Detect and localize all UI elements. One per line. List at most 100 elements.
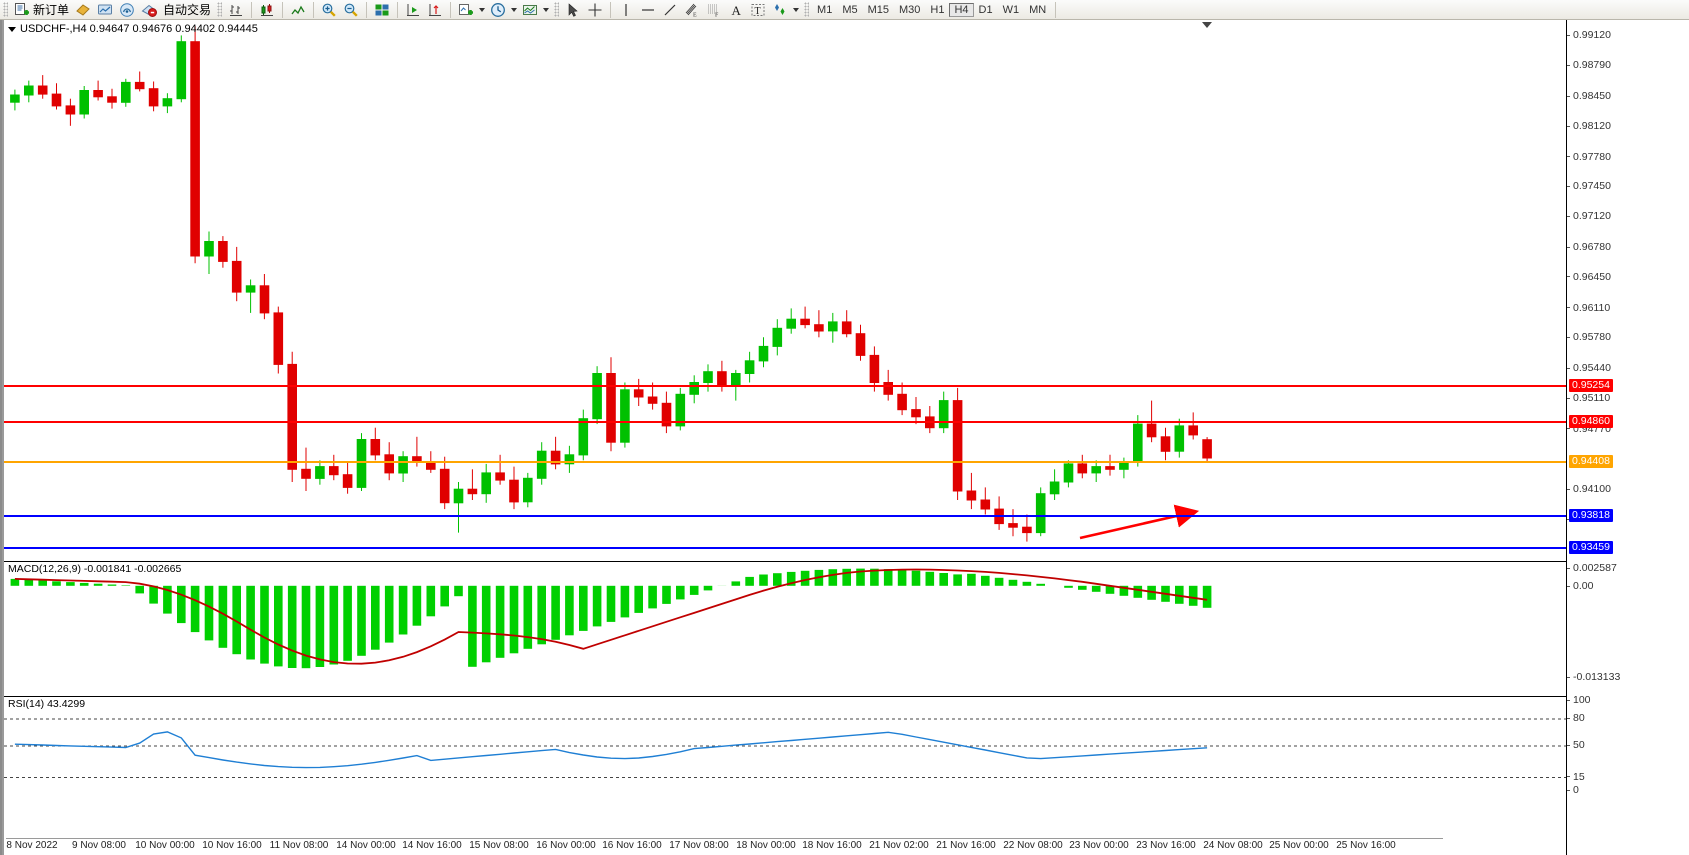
toolbar-grip-4[interactable]	[804, 2, 810, 17]
candlestick-chart-button[interactable]	[256, 1, 278, 19]
time-axis-label: 22 Nov 08:00	[1003, 840, 1063, 851]
time-axis-label: 21 Nov 16:00	[936, 840, 996, 851]
line-chart-icon	[291, 5, 305, 14]
add-indicator-caret-icon[interactable]	[479, 7, 486, 12]
resistance-line-2[interactable]	[4, 420, 1566, 423]
support-line-1[interactable]	[4, 514, 1566, 517]
templates-caret-icon[interactable]	[543, 7, 550, 12]
fibonacci-button[interactable]: F	[703, 1, 725, 19]
metaeditor-icon	[76, 3, 90, 16]
cursor-icon	[568, 2, 578, 17]
bar-chart-button[interactable]	[225, 1, 247, 19]
chart-shift-button[interactable]	[424, 1, 446, 19]
price-level-label[interactable]: 0.93818	[1569, 508, 1613, 522]
toolbar-grip-3[interactable]	[554, 2, 560, 17]
terminal-button[interactable]	[94, 1, 116, 19]
crosshair-button[interactable]	[584, 1, 606, 19]
period-separator-button[interactable]	[487, 1, 509, 19]
cursor-button[interactable]	[562, 1, 584, 19]
svg-text:F: F	[715, 12, 719, 18]
equidistant-channel-button[interactable]: E	[681, 1, 703, 19]
timeframe-d1[interactable]: D1	[978, 3, 993, 16]
signals-button[interactable]	[116, 1, 138, 19]
toolbar-grip-2[interactable]	[217, 2, 223, 17]
timeframe-h4[interactable]: H4	[949, 2, 974, 17]
time-axis-label: 15 Nov 08:00	[469, 840, 529, 851]
rsi-title: RSI(14) 43.4299	[8, 698, 86, 710]
zoom-in-button[interactable]	[318, 1, 340, 19]
time-axis-label: 14 Nov 16:00	[402, 840, 462, 851]
timeframe-m5[interactable]: M5	[842, 3, 858, 16]
text-label-button[interactable]: T	[747, 1, 769, 19]
add-indicator-icon	[459, 3, 474, 15]
toolbar-grip[interactable]	[3, 2, 8, 17]
auto-scroll-button[interactable]	[402, 1, 424, 19]
pivot-line[interactable]	[4, 461, 1566, 464]
timeframe-mn[interactable]: MN	[1029, 3, 1047, 16]
tile-windows-button[interactable]	[371, 1, 393, 19]
zoom-out-icon	[344, 3, 358, 17]
support-line-2[interactable]	[4, 547, 1566, 550]
resistance-line-1[interactable]	[4, 384, 1566, 387]
text-icon: A	[732, 3, 742, 18]
timeframe-h1[interactable]: H1	[930, 3, 945, 16]
trendline-button[interactable]	[659, 1, 681, 19]
candlestick-icon	[261, 3, 274, 16]
templates-icon	[523, 4, 538, 15]
chart-menu-caret-icon[interactable]	[8, 26, 16, 32]
time-axis-label: 9 Nov 08:00	[72, 840, 126, 851]
price-tick: 0.95110	[1567, 393, 1610, 403]
price-tick: 0.98450	[1567, 91, 1611, 101]
chart-scrollbar[interactable]	[2, 20, 4, 855]
rsi-tick: 100	[1567, 695, 1591, 705]
metaeditor-button[interactable]	[72, 1, 94, 19]
market-icon	[141, 4, 158, 17]
price-axis[interactable]: 0.99120 0.98790 0.98450 0.98120 0.97780 0.974…	[1566, 20, 1689, 855]
chart-window[interactable]: USDCHF-,H4 0.94647 0.94676 0.94402 0.944…	[0, 20, 1689, 855]
svg-text:A: A	[732, 3, 742, 18]
macd-pane[interactable]: MACD(12,26,9) -0.001841 -0.002665	[4, 561, 1566, 684]
shapes-caret-icon[interactable]	[793, 7, 800, 12]
price-tick: 0.96110	[1567, 302, 1610, 313]
clock-icon	[491, 2, 505, 17]
text-button[interactable]: A	[725, 1, 747, 19]
vertical-line-button[interactable]	[615, 1, 637, 19]
time-axis-label: 18 Nov 16:00	[802, 840, 862, 851]
price-pane[interactable]	[4, 20, 1566, 557]
price-tick: 0.95440	[1567, 363, 1611, 373]
price-level-label[interactable]: 0.93459	[1569, 541, 1613, 555]
timeframe-m15[interactable]: M15	[867, 3, 889, 16]
time-axis-label: 25 Nov 16:00	[1336, 840, 1396, 851]
price-tick: 0.94770	[1567, 423, 1611, 434]
price-level-label[interactable]: 0.94408	[1569, 455, 1613, 469]
signals-icon	[120, 2, 134, 17]
price-tick: 0.96780	[1567, 242, 1611, 252]
horizontal-line-button[interactable]	[637, 1, 659, 19]
timeframe-m1[interactable]: M1	[817, 3, 833, 16]
shapes-button[interactable]	[769, 1, 791, 19]
macd-title: MACD(12,26,9) -0.001841 -0.002665	[8, 563, 182, 575]
line-chart-button[interactable]	[287, 1, 309, 19]
add-indicator-button[interactable]	[455, 1, 477, 19]
timeframe-w1[interactable]: W1	[1002, 3, 1020, 16]
price-level-label[interactable]: 0.95254	[1569, 378, 1613, 392]
macd-series	[10, 568, 1212, 669]
zoom-out-button[interactable]	[340, 1, 362, 19]
new-order-button[interactable]: 新订单	[11, 1, 72, 19]
svg-text:E: E	[693, 12, 697, 18]
period-caret-icon[interactable]	[511, 7, 518, 12]
new-order-label: 新订单	[33, 2, 70, 17]
macd-tick: 0.002587	[1567, 563, 1617, 573]
autotrading-button[interactable]: 自动交易	[160, 1, 214, 19]
time-axis-label: 25 Nov 00:00	[1269, 840, 1329, 851]
rsi-pane[interactable]: RSI(14) 43.4299	[4, 696, 1568, 799]
vertical-line-icon	[625, 3, 627, 16]
chart-shift-icon	[429, 3, 442, 16]
timeframe-m30[interactable]: M30	[899, 3, 921, 16]
templates-button[interactable]	[519, 1, 541, 19]
autotrading-label: 自动交易	[163, 2, 212, 17]
chart-plot-area[interactable]: USDCHF-,H4 0.94647 0.94676 0.94402 0.944…	[4, 20, 1568, 855]
rsi-tick: 0	[1567, 785, 1579, 795]
market-button[interactable]	[138, 1, 160, 19]
price-level-label[interactable]: 0.94860	[1569, 414, 1613, 428]
